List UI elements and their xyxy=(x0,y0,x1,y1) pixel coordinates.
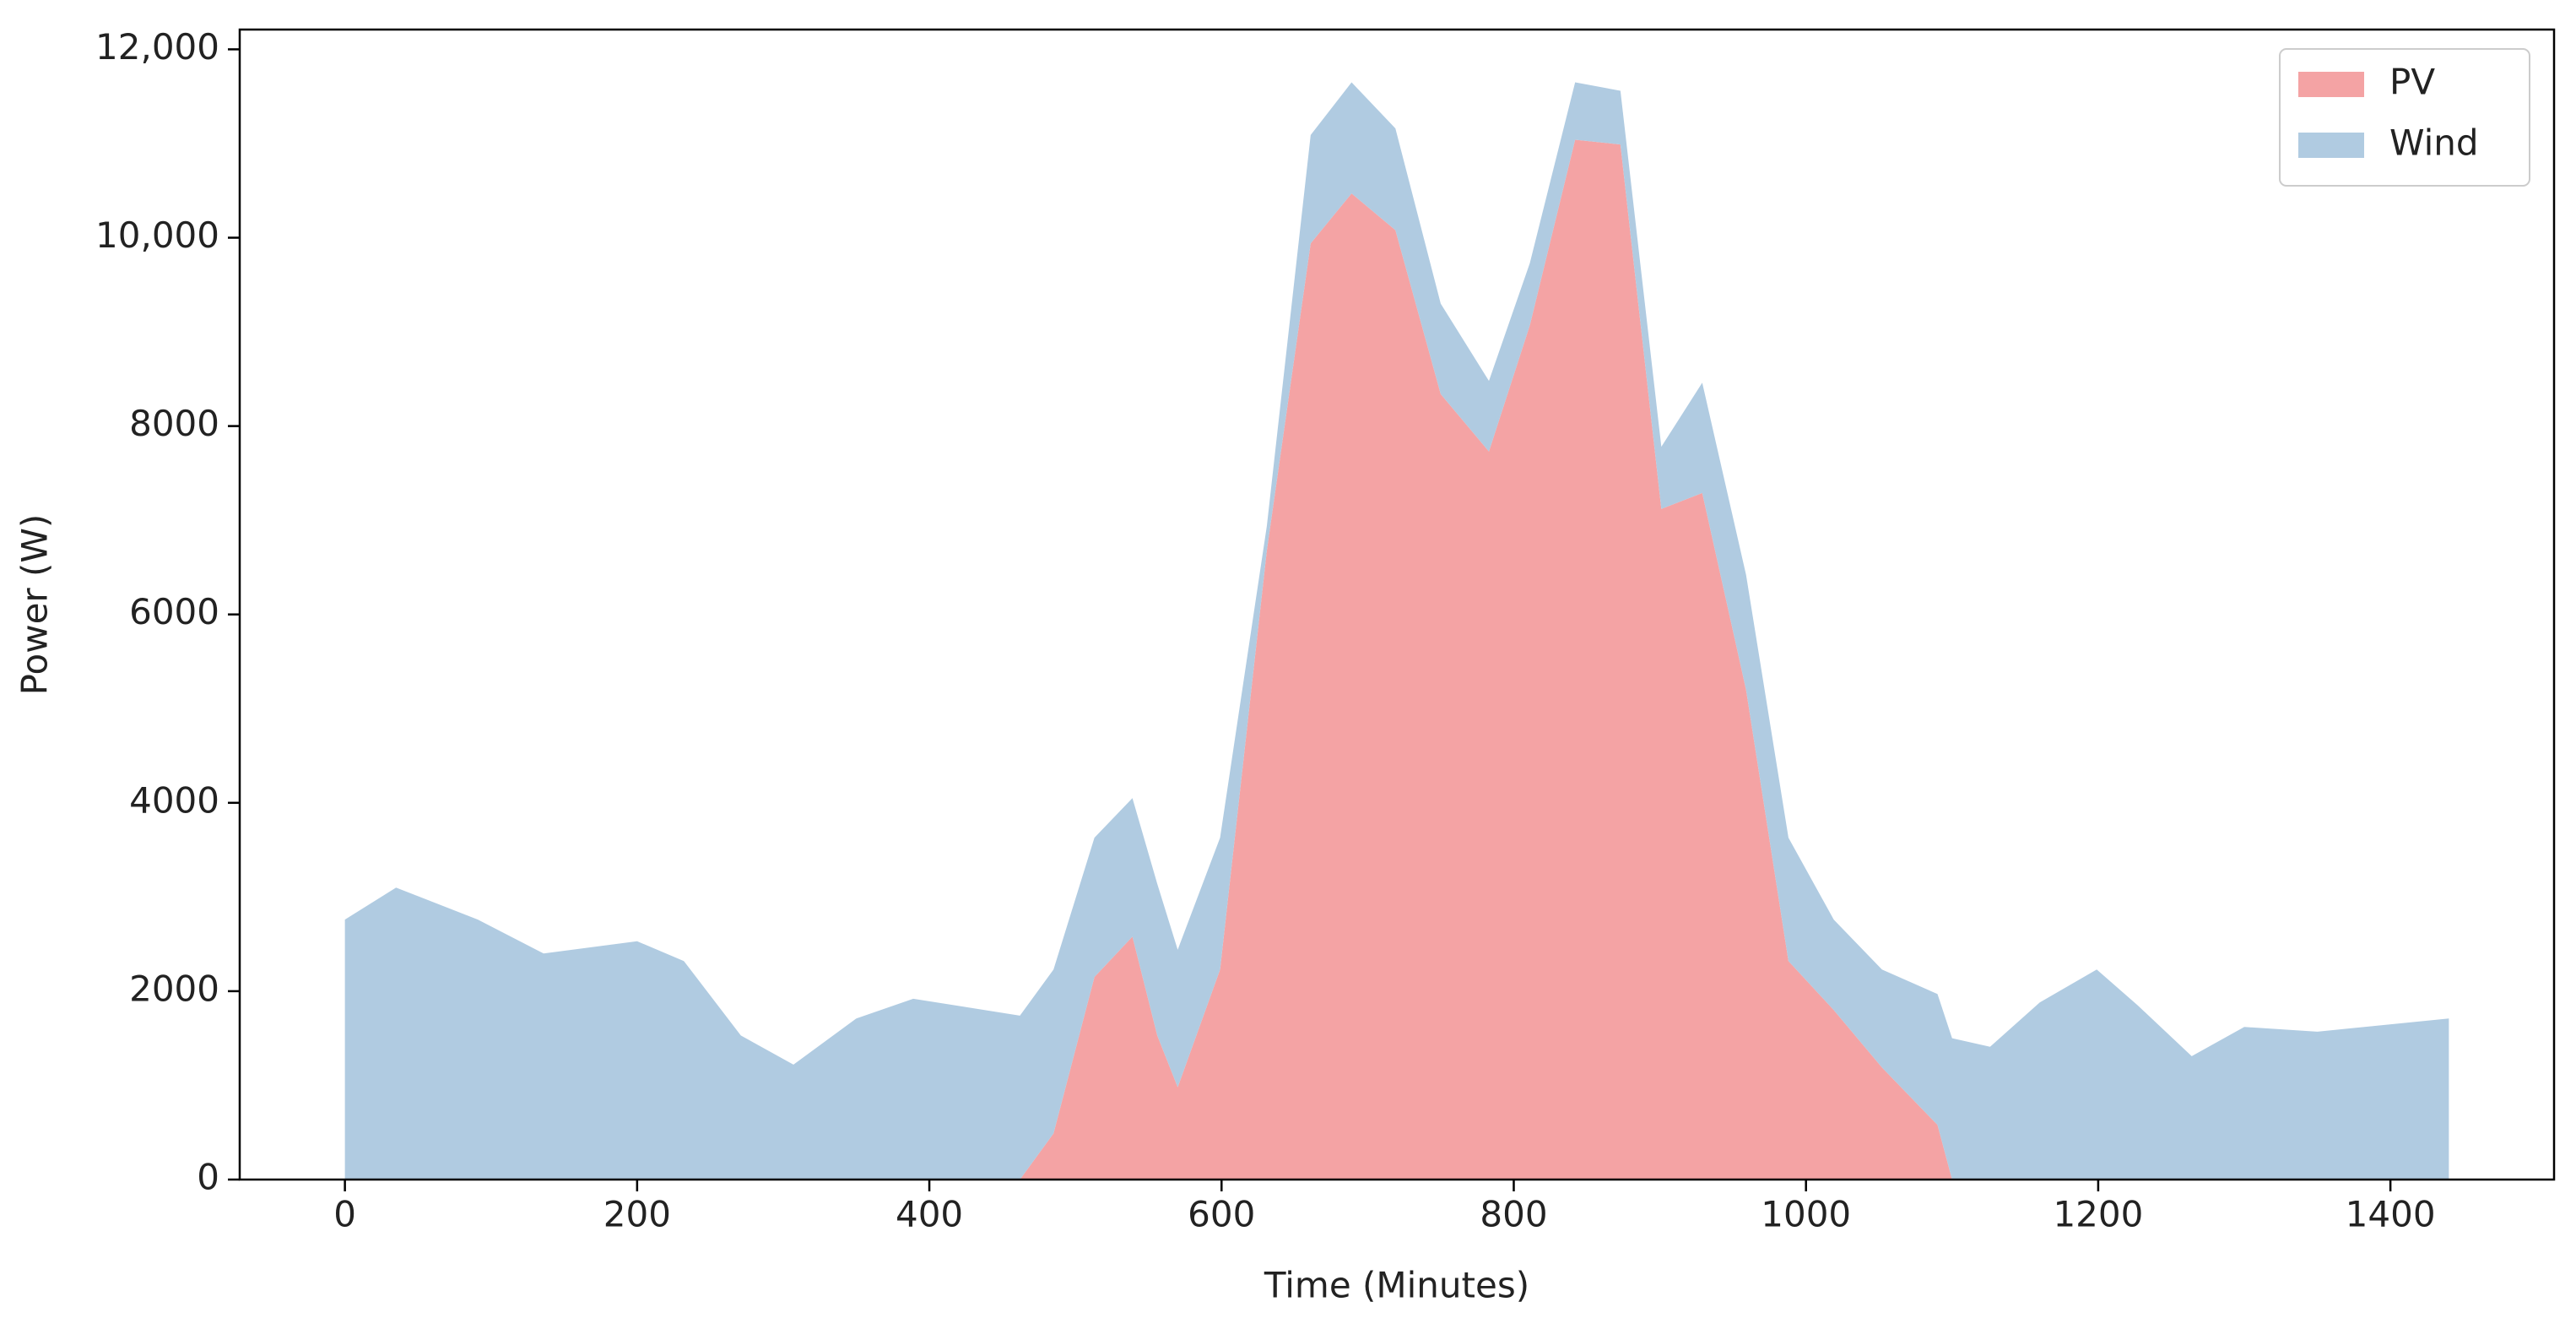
x-tick-label: 1400 xyxy=(2346,1194,2436,1235)
x-axis-label: Time (Minutes) xyxy=(1264,1265,1529,1306)
area xyxy=(344,82,2449,1180)
x-tick-label: 1200 xyxy=(2053,1194,2143,1235)
legend-swatch xyxy=(2298,133,2364,158)
y-axis-label: Power (W) xyxy=(14,514,56,696)
x-tick-label: 400 xyxy=(896,1194,963,1235)
legend-label: PV xyxy=(2389,62,2435,103)
x-tick-label: 600 xyxy=(1188,1194,1255,1235)
x-tick-label: 0 xyxy=(333,1194,356,1235)
y-tick-label: 2000 xyxy=(129,968,219,1009)
y-tick-label: 12,000 xyxy=(95,26,219,68)
y-tick-label: 10,000 xyxy=(95,214,219,256)
x-tick-label: 800 xyxy=(1480,1194,1547,1235)
legend-label: Wind xyxy=(2389,122,2479,164)
plot-frame xyxy=(238,28,2556,1181)
y-tick-label: 8000 xyxy=(129,403,219,444)
x-tick-label: 1000 xyxy=(1761,1194,1851,1235)
x-tick-label: 200 xyxy=(603,1194,671,1235)
y-tick-label: 0 xyxy=(197,1157,219,1198)
area xyxy=(344,139,2449,1180)
y-tick-label: 6000 xyxy=(129,591,219,632)
legend-swatch xyxy=(2298,72,2364,97)
y-tick-label: 4000 xyxy=(129,779,219,821)
